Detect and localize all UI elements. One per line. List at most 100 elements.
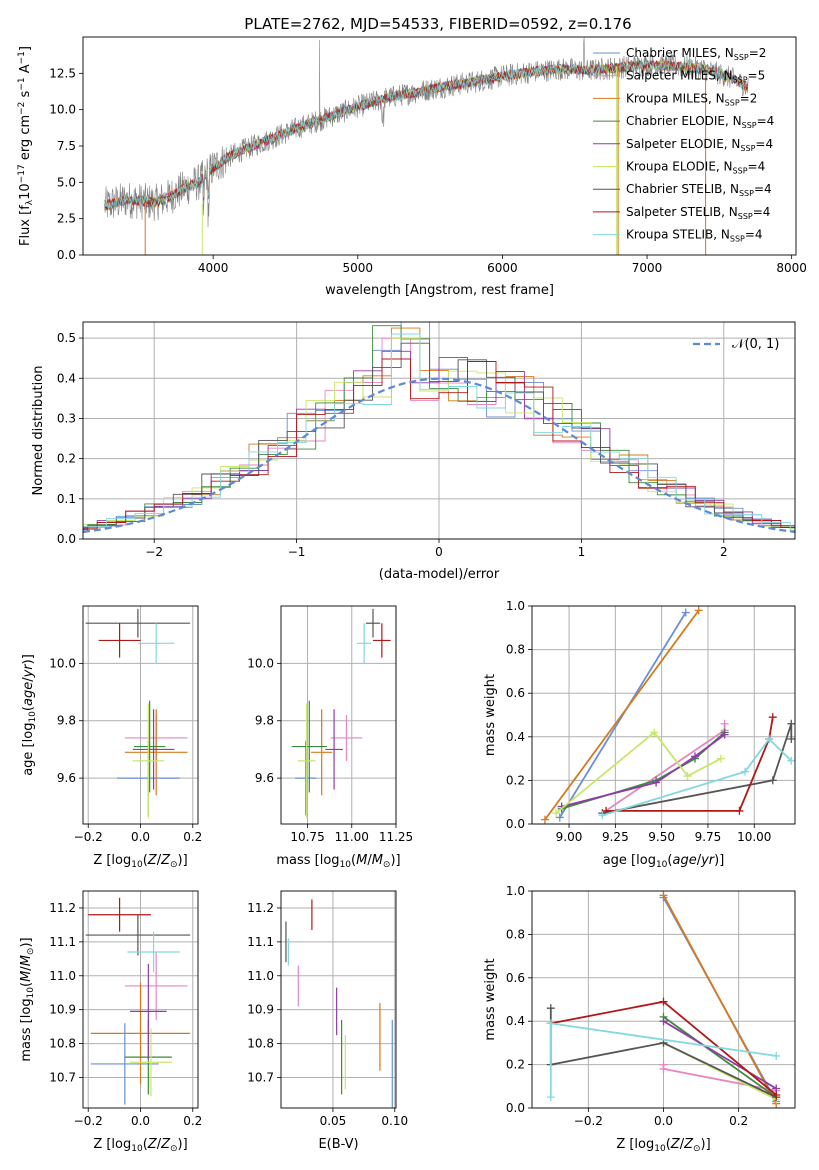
x-tick-label: −0.2 [74, 830, 103, 844]
x-tick-label: 0.2 [729, 1114, 748, 1128]
weight-marker-salpeter-stelib [772, 1090, 781, 1099]
weight-marker-chabrier-stelib [787, 719, 795, 728]
y-tick-label: 10.9 [247, 1003, 274, 1017]
weight-marker-salpeter-elodie [720, 730, 729, 739]
weight-line-salpeter-stelib [606, 717, 774, 812]
x-tick-label: −0.2 [574, 1114, 603, 1128]
y-tick-label: 0.4 [57, 371, 76, 385]
y-tick-label: 12.5 [49, 66, 76, 80]
weight-line-salpeter-elodie [663, 1020, 777, 1090]
x-tick-label: 10.00 [737, 830, 771, 844]
y-tick-label: 7.5 [57, 139, 76, 153]
errorbar-salpeter-miles [330, 715, 363, 761]
y-tick-label: 10.8 [49, 1037, 76, 1051]
weight-line-chabrier-elodie [561, 731, 726, 810]
errorbar-salpeter-miles [124, 952, 188, 1020]
x-tick-label: 6000 [487, 261, 518, 275]
errorbar-salpeter-stelib [98, 623, 141, 658]
legend-label-chabrier-miles: Chabrier MILES, NSSP=2 [626, 46, 766, 62]
y-axis-label: mass weight [483, 674, 498, 756]
axes-frame [280, 605, 397, 825]
y-tick-label: 10.0 [247, 656, 274, 670]
x-tick-label: 0.2 [183, 1114, 202, 1128]
y-axis-label: Flux [fλ10−17 erg cm−2 s−1 A−1] [17, 46, 35, 246]
errorbar-salpeter-stelib [373, 623, 391, 658]
mass-weight-vs-age-chart: 9.00 9.25 9.50 9.75 10.00 0.0 0.2 0.4 0.6 0.8 1.0 a… [483, 599, 796, 870]
errorbar-chabrier-elodie [291, 700, 327, 793]
mass-vs-ebv-chart: 0.05 0.10 10.7 10.8 10.9 11.0 11.1 11.2 E(B-V) [247, 890, 408, 1152]
x-tick-label: 0.0 [131, 1114, 150, 1128]
weight-line-kroupa-stelib [602, 737, 792, 817]
x-tick-label: 9.00 [556, 830, 583, 844]
axes-frame [82, 605, 199, 825]
weight-line-kroupa-miles [662, 894, 777, 1105]
axes-frame [82, 321, 796, 540]
errorbar-kroupa-stelib [137, 623, 175, 664]
y-tick-label: 10.8 [247, 1037, 274, 1051]
histogram-step-salpeter-stelib [83, 358, 795, 530]
errorbar-kroupa-stelib [357, 623, 372, 664]
x-tick-label: 0 [435, 545, 443, 559]
y-axis-label: mass [log10(M/M⊙)] [19, 937, 36, 1061]
mass-weight-vs-metallicity-chart: −0.2 0.0 0.2 0.0 0.2 0.4 0.6 0.8 1.0 Z [log10(Z/Z… [483, 884, 796, 1154]
weight-marker-kroupa-elodie [683, 772, 692, 781]
x-tick-label: 8000 [776, 261, 807, 275]
errorbar-chabrier-miles [90, 1023, 159, 1105]
weight-marker-chabrier-miles [681, 608, 690, 617]
y-tick-label: 0.8 [506, 927, 525, 941]
legend-label-kroupa-elodie: Kroupa ELODIE, NSSP=4 [626, 160, 765, 176]
x-axis-label: wavelength [Angstrom, rest frame] [325, 283, 554, 298]
x-tick-label: −0.2 [74, 1114, 103, 1128]
weight-marker-salpeter-stelib [659, 997, 668, 1006]
weight-marker-chabrier-stelib [787, 734, 795, 743]
axes-frame [82, 36, 797, 256]
weight-marker-kroupa-stelib [546, 1093, 555, 1102]
weight-marker-kroupa-stelib [765, 734, 774, 743]
histogram-step-kroupa-elodie [83, 337, 795, 530]
y-tick-label: 0.6 [506, 971, 525, 985]
y-tick-label: 0.2 [57, 452, 76, 466]
weight-marker-kroupa-miles [540, 815, 549, 824]
y-tick-label: 10.9 [49, 1003, 76, 1017]
y-tick-label: 5.0 [57, 175, 76, 189]
x-axis-label: Z [log10(Z/Z⊙)] [616, 1137, 710, 1154]
y-tick-label: 1.0 [506, 884, 525, 898]
legend-label-kroupa-miles: Kroupa MILES, NSSP=2 [626, 91, 757, 107]
y-axis-label: mass weight [483, 958, 498, 1040]
y-tick-label: 2.5 [57, 212, 76, 226]
weight-marker-chabrier-stelib [546, 1004, 555, 1013]
x-axis-label: Z [log10(Z/Z⊙)] [93, 853, 187, 870]
y-tick-label: 11.1 [49, 935, 76, 949]
weight-marker-salpeter-elodie [659, 1017, 668, 1026]
weight-marker-kroupa-stelib [598, 811, 607, 820]
weight-marker-salpeter-elodie [690, 752, 699, 761]
weight-marker-salpeter-stelib [768, 713, 777, 722]
y-tick-label: 11.2 [49, 901, 76, 915]
errorbar-kroupa-miles [311, 709, 333, 796]
y-tick-label: 9.8 [57, 714, 76, 728]
y-axis-label: age [log10(age/yr)] [21, 654, 38, 776]
x-tick-label: 1 [578, 545, 586, 559]
axes-frame [82, 890, 199, 1109]
y-tick-label: 0.5 [57, 331, 76, 345]
normal-distribution-curve [83, 377, 795, 534]
x-axis-label: E(B-V) [318, 1137, 358, 1152]
x-tick-label: 11.25 [379, 830, 413, 844]
x-axis-label: Z [log10(Z/Z⊙)] [93, 1137, 187, 1154]
weight-marker-salpeter-elodie [652, 778, 661, 787]
x-tick-label: 0.2 [183, 830, 202, 844]
x-axis-label: age [log10(age/yr)] [603, 853, 725, 870]
weight-marker-salpeter-miles [720, 719, 729, 728]
y-tick-label: 10.0 [49, 103, 76, 117]
y-tick-label: 10.7 [247, 1070, 274, 1084]
weight-marker-kroupa-elodie [716, 754, 725, 763]
errorbar-chabrier-stelib [85, 914, 191, 956]
legend-label-salpeter-miles: Salpeter MILES, NSSP=5 [626, 69, 765, 85]
errorbar-chabrier-elodie [133, 700, 166, 793]
legend-label-chabrier-elodie: Chabrier ELODIE, NSSP=4 [626, 114, 774, 130]
residual-histogram-chart: −2 −1 0 1 2 0.0 0.1 0.2 0.3 0.4 0.5 𝒩(0, 1) (data-mo… [31, 321, 796, 582]
legend-label-chabrier-stelib: Chabrier STELIB, NSSP=4 [626, 182, 772, 198]
y-tick-label: 0.8 [506, 643, 525, 657]
weight-marker-kroupa-stelib [787, 756, 795, 765]
